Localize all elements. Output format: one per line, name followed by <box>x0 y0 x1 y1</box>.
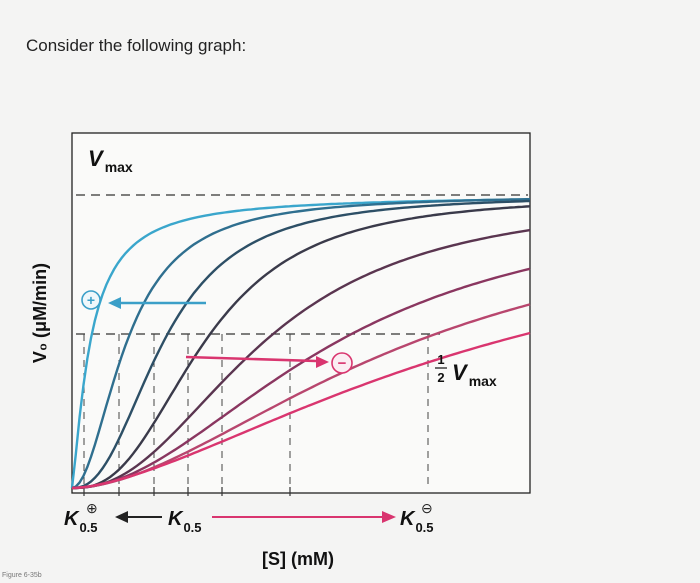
saturation-curve-3 <box>71 199 531 490</box>
saturation-curve-5 <box>72 228 531 490</box>
k-base-label: K0.5 <box>168 508 202 535</box>
saturation-curve-8 <box>71 331 531 490</box>
inhibitor-symbol-icon <box>331 352 353 374</box>
activator-symbol-icon <box>81 290 101 310</box>
y-axis-label: V₀ (μM/min) <box>30 263 50 363</box>
inhibitor-symbol-text: − <box>338 355 347 372</box>
k-inhibitor-label: K0.5 <box>400 508 434 535</box>
k-activator-sup-icon: ⊕ <box>86 500 98 516</box>
k-right-arrow-head <box>382 511 396 523</box>
half-numerator: 1 <box>437 352 444 367</box>
saturation-curves <box>70 198 531 490</box>
k-left-arrow-head <box>115 511 128 523</box>
k-activator-label: K0.5 <box>64 508 98 535</box>
activator-arrow-head <box>108 297 121 309</box>
saturation-curve-6 <box>71 267 531 490</box>
k-inhibitor-sup-icon: ⊖ <box>421 500 433 516</box>
saturation-curve-2 <box>71 198 530 490</box>
activator-symbol-text: + <box>87 292 95 308</box>
question-text: Consider the following graph: <box>26 36 247 55</box>
half-denominator: 2 <box>437 370 444 385</box>
figure-caption: Figure 6-35b <box>2 572 42 579</box>
saturation-curve-4 <box>72 205 531 490</box>
inhibitor-arrow-head <box>316 356 329 368</box>
x-axis-label: [S] (mM) <box>262 549 334 569</box>
inhibitor-arrow-line <box>185 355 317 363</box>
x-ticks <box>83 487 291 496</box>
